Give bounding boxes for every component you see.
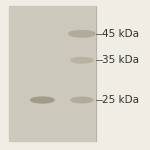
Ellipse shape <box>71 57 93 63</box>
Text: 45 kDa: 45 kDa <box>102 29 139 39</box>
Ellipse shape <box>69 30 95 37</box>
Text: 35 kDa: 35 kDa <box>102 55 139 65</box>
Text: 25 kDa: 25 kDa <box>102 95 139 105</box>
Ellipse shape <box>72 32 94 36</box>
Ellipse shape <box>31 97 54 103</box>
Ellipse shape <box>34 98 54 102</box>
Ellipse shape <box>71 97 93 103</box>
Ellipse shape <box>74 98 93 102</box>
Ellipse shape <box>74 59 93 62</box>
Bar <box>9 6 96 141</box>
